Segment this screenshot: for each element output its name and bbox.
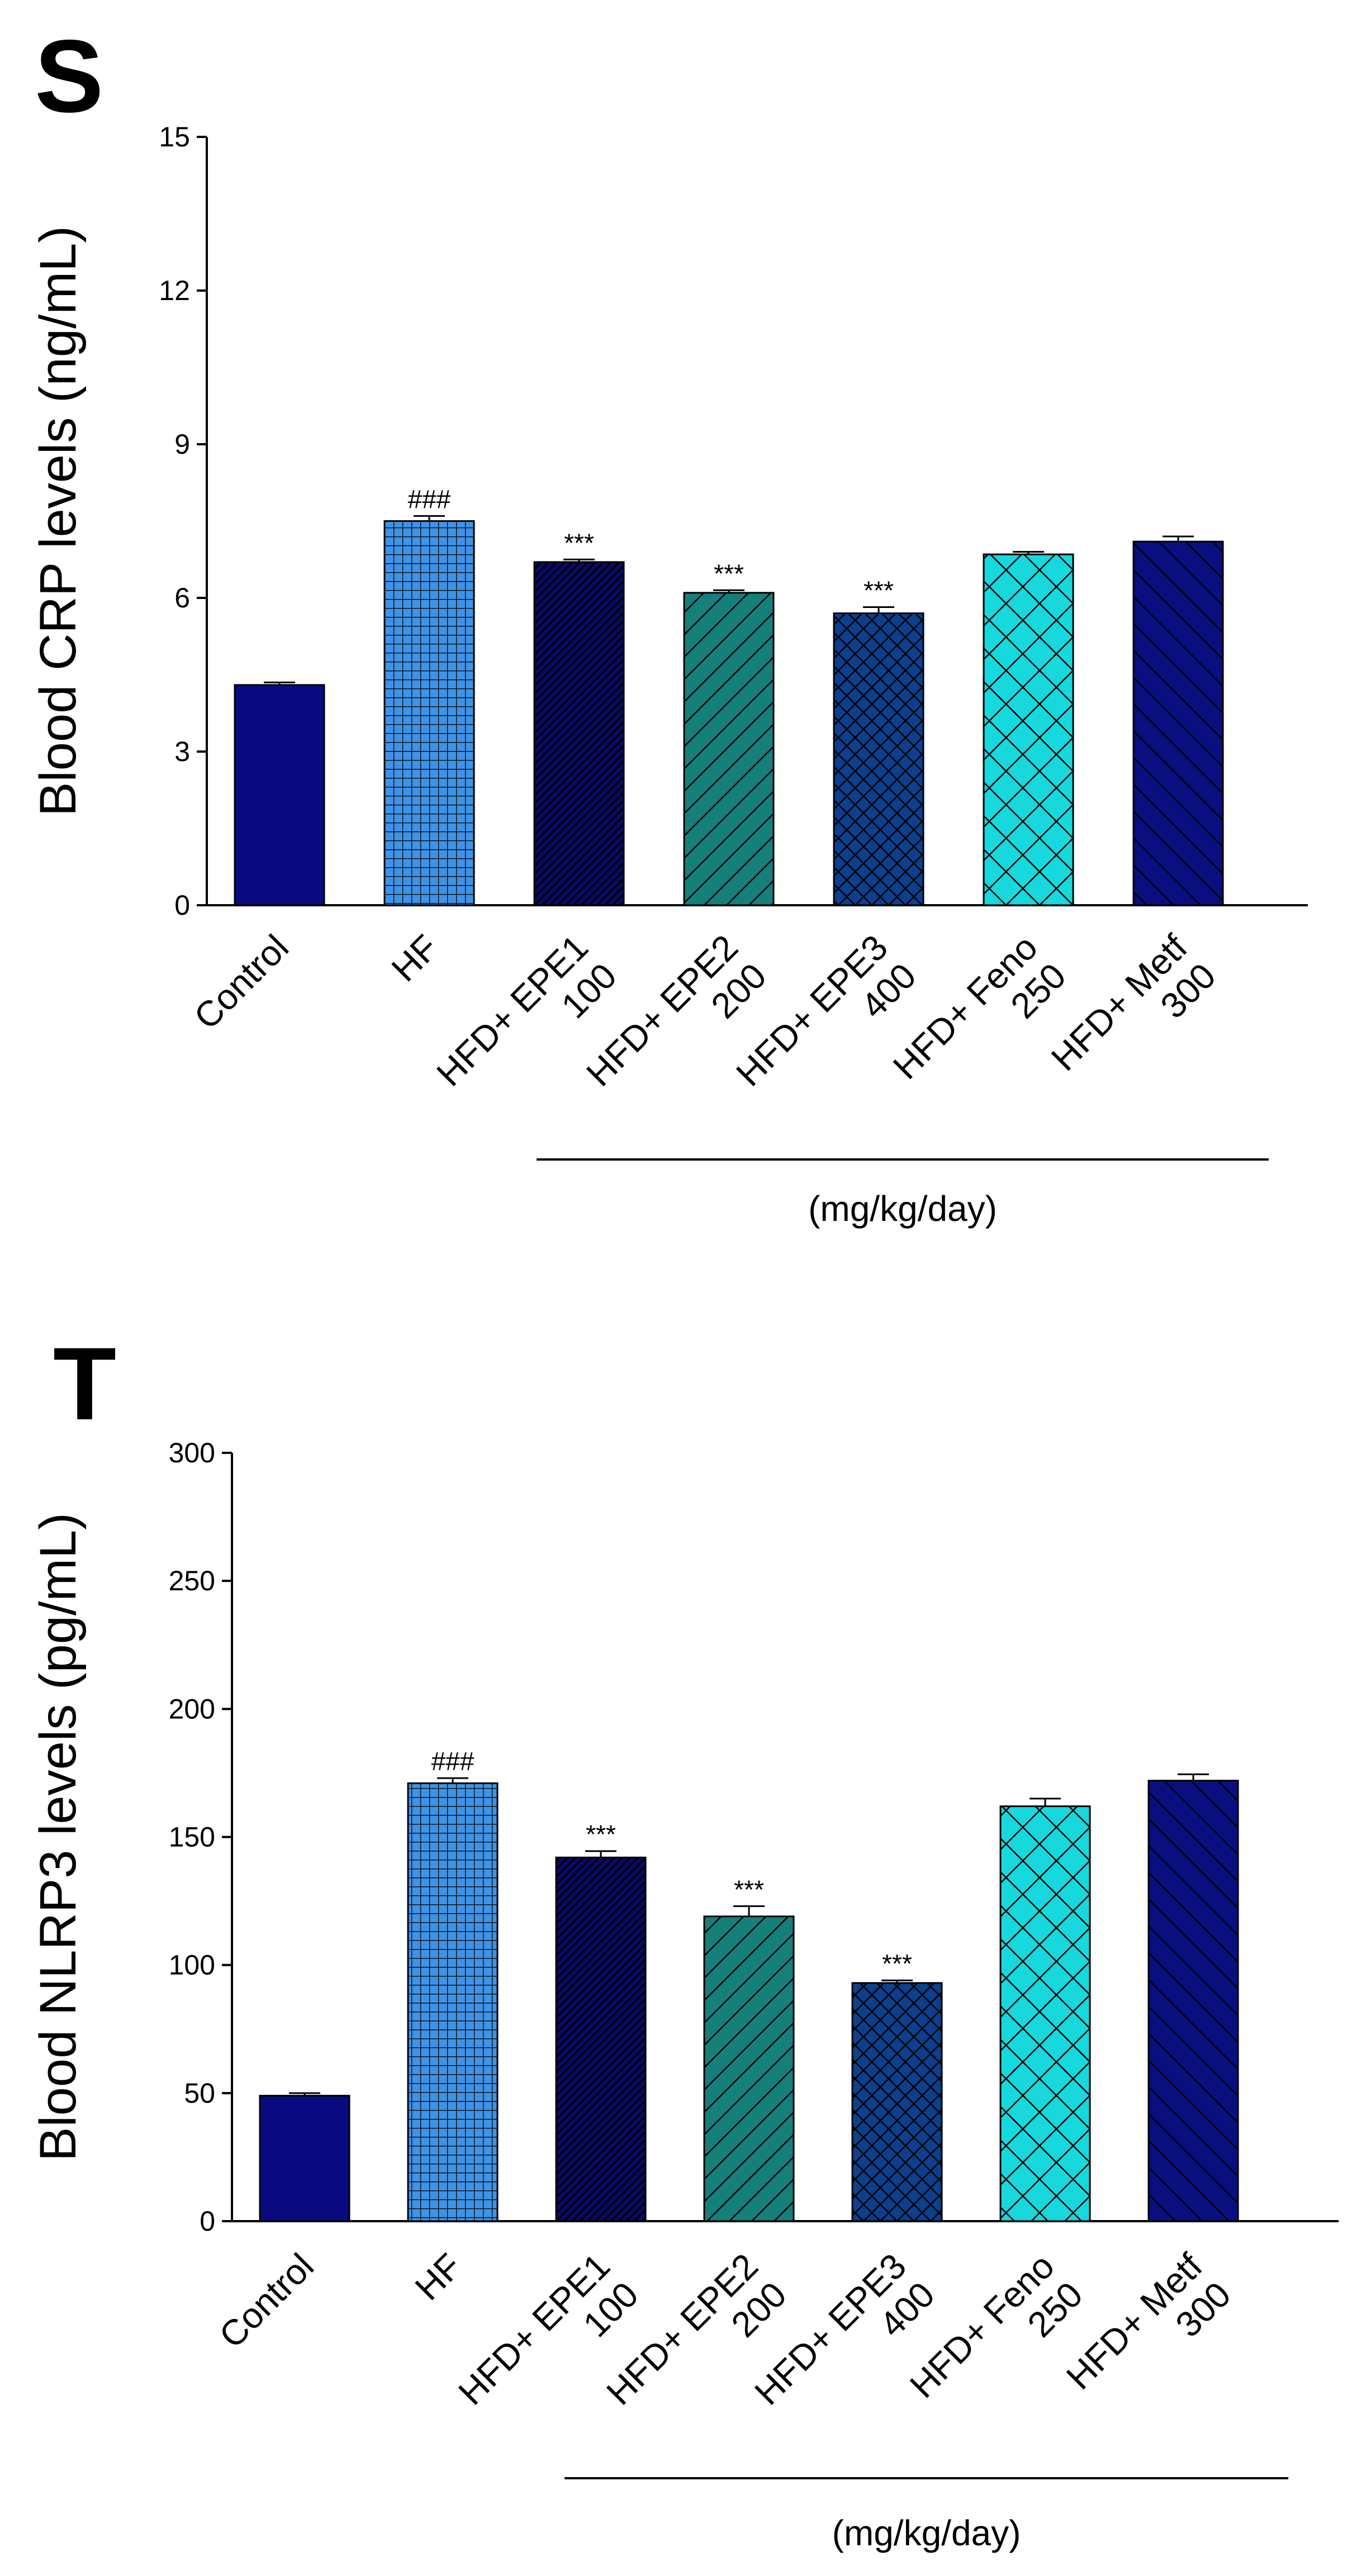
significance-label-1-3: *** bbox=[564, 528, 594, 557]
significance-label-1-2: ### bbox=[408, 484, 451, 514]
y-tick-label-2: 100 bbox=[169, 1950, 215, 1981]
y-tick-label-2: 200 bbox=[169, 1693, 215, 1724]
significance-label-2-2: ### bbox=[431, 1747, 475, 1776]
significance-label-1-5: *** bbox=[864, 576, 894, 605]
category-label-1-4: HFD+ EPE2200 bbox=[578, 927, 774, 1123]
bar-1-1 bbox=[234, 684, 325, 906]
category-label-1-7: HFD+ Metf300 bbox=[1044, 927, 1223, 1107]
y-axis-title-2: Blood NLRP3 levels (pg/mL) bbox=[30, 1513, 87, 2161]
group-unit-label-2: (mg/kg/day) bbox=[832, 2513, 1021, 2553]
bar-2-6 bbox=[999, 1805, 1091, 2222]
bar-1-7 bbox=[1132, 540, 1224, 906]
category-line: HF bbox=[407, 2246, 469, 2308]
y-tick-label-1: 9 bbox=[174, 429, 190, 460]
category-line: Control bbox=[186, 927, 296, 1037]
y-tick-label-2: 50 bbox=[184, 2078, 215, 2109]
y-tick-label-1: 0 bbox=[174, 890, 190, 921]
y-tick-label-2: 150 bbox=[169, 1822, 215, 1853]
category-label-1-3: HFD+ EPE1100 bbox=[429, 927, 624, 1123]
category-label-2-3: HFD+ EPE1100 bbox=[450, 2246, 646, 2441]
group-unit-label-1: (mg/kg/day) bbox=[808, 1189, 997, 1229]
y-tick-label-2: 250 bbox=[169, 1565, 215, 1596]
bar-1-2 bbox=[383, 520, 475, 906]
category-label-2-7: HFD+ Metf300 bbox=[1059, 2246, 1239, 2426]
bar-2-5 bbox=[851, 1982, 943, 2222]
category-label-2-4: HFD+ EPE2200 bbox=[599, 2246, 794, 2441]
panel-letter-1: S bbox=[35, 19, 103, 134]
category-label-1-1: Control bbox=[186, 927, 296, 1037]
significance-label-2-4: *** bbox=[734, 1875, 764, 1904]
significance-label-1-4: *** bbox=[714, 559, 744, 588]
bar-1-3 bbox=[533, 561, 625, 906]
bar-2-2 bbox=[407, 1782, 499, 2222]
category-label-1-2: HF bbox=[384, 927, 446, 989]
bar-2-7 bbox=[1147, 1780, 1239, 2222]
category-label-1-5: HFD+ EPE3400 bbox=[728, 927, 924, 1123]
bar-2-4 bbox=[703, 1916, 795, 2222]
y-tick-label-2: 0 bbox=[200, 2206, 215, 2237]
y-axis-title-1: Blood CRP levels (ng/mL) bbox=[30, 226, 87, 816]
category-label-2-1: Control bbox=[211, 2246, 321, 2356]
y-tick-label-1: 3 bbox=[174, 736, 190, 767]
significance-label-2-5: *** bbox=[882, 1949, 912, 1978]
bar-2-3 bbox=[555, 1856, 647, 2222]
category-label-2-5: HFD+ EPE3400 bbox=[747, 2246, 942, 2441]
bar-1-6 bbox=[983, 553, 1074, 906]
significance-label-2-3: *** bbox=[586, 1820, 616, 1849]
y-tick-label-2: 300 bbox=[169, 1437, 215, 1468]
bar-1-5 bbox=[833, 612, 924, 906]
category-label-1-6: HFD+ Feno250 bbox=[885, 927, 1074, 1115]
y-tick-label-1: 15 bbox=[159, 121, 190, 153]
panel-letter-2: T bbox=[53, 1327, 116, 1442]
category-line: HF bbox=[384, 927, 446, 989]
y-tick-label-1: 6 bbox=[174, 582, 190, 614]
category-label-2-2: HF bbox=[407, 2246, 469, 2308]
category-label-2-6: HFD+ Feno250 bbox=[902, 2246, 1090, 2434]
y-tick-label-1: 12 bbox=[159, 275, 190, 306]
bar-2-1 bbox=[259, 2094, 350, 2222]
category-line: Control bbox=[211, 2246, 321, 2356]
bar-1-4 bbox=[683, 592, 775, 906]
